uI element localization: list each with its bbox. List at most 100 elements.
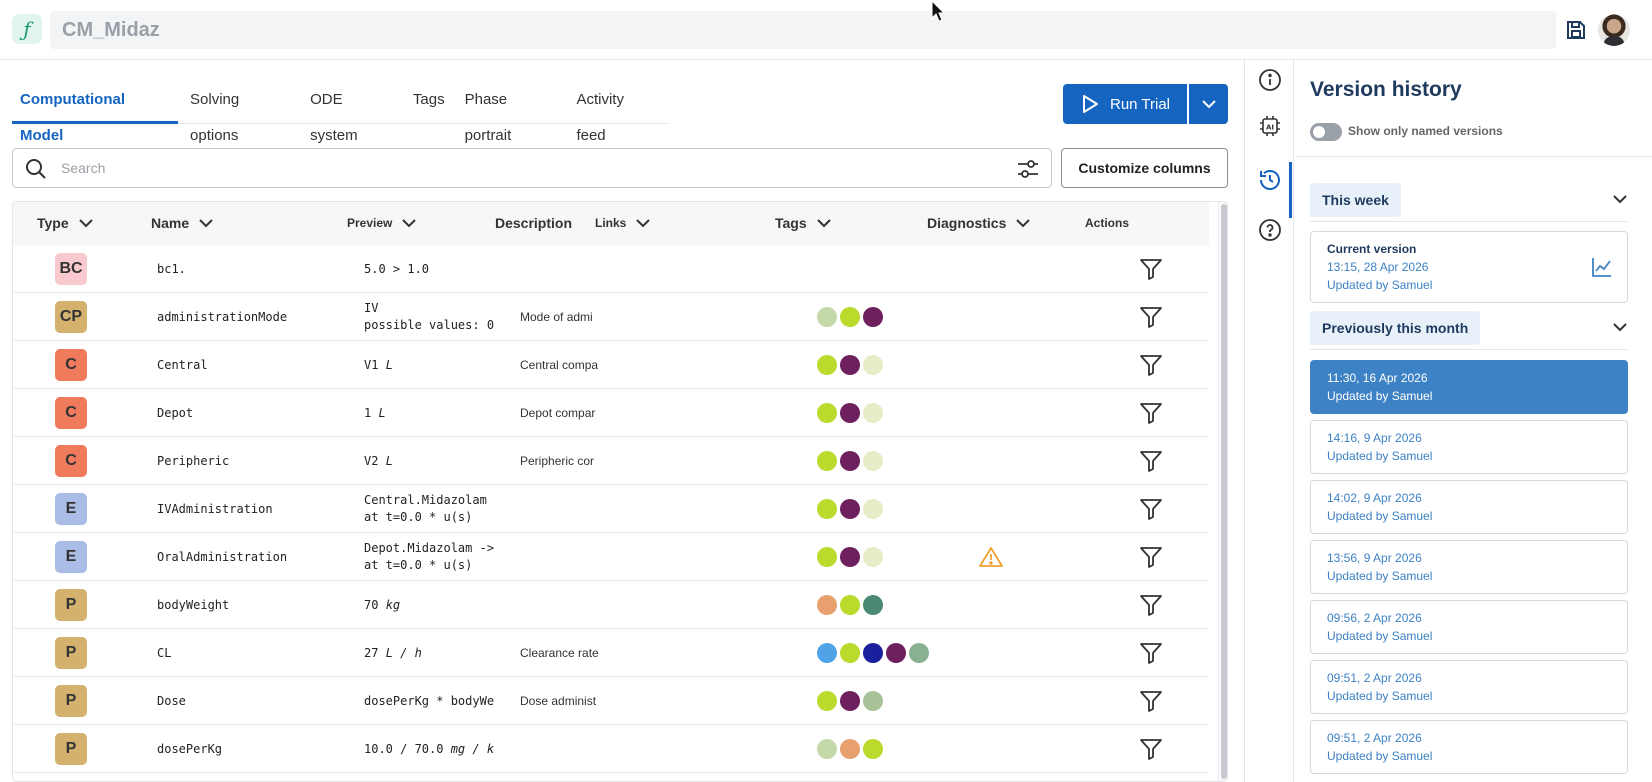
tag-dot[interactable] bbox=[817, 739, 837, 759]
tab-ode-system[interactable]: ODE system bbox=[310, 91, 358, 144]
run-options-dropdown[interactable] bbox=[1189, 84, 1228, 124]
group-this-week[interactable]: This week bbox=[1310, 183, 1628, 222]
filter-icon[interactable] bbox=[1139, 581, 1163, 629]
filter-icon[interactable] bbox=[1139, 629, 1163, 677]
filter-icon[interactable] bbox=[1139, 293, 1163, 341]
save-icon[interactable] bbox=[1564, 18, 1588, 42]
tag-dot[interactable] bbox=[840, 403, 860, 423]
column-header-links[interactable]: Links bbox=[595, 202, 651, 245]
name-cell[interactable]: Central bbox=[157, 358, 208, 372]
name-cell[interactable]: bc1. bbox=[157, 262, 186, 276]
tag-dot[interactable] bbox=[817, 451, 837, 471]
tag-dot[interactable] bbox=[840, 451, 860, 471]
tag-dot[interactable] bbox=[863, 403, 883, 423]
column-header-type[interactable]: Type bbox=[37, 202, 93, 245]
named-versions-toggle[interactable] bbox=[1310, 123, 1342, 141]
column-header-description[interactable]: Description bbox=[495, 202, 572, 245]
tag-dot[interactable] bbox=[817, 595, 837, 615]
table-row[interactable]: P CL 27 L / h Clearance rate bbox=[13, 629, 1209, 677]
filter-icon[interactable] bbox=[1139, 533, 1163, 581]
column-header-tags[interactable]: Tags bbox=[775, 202, 831, 245]
filter-icon[interactable] bbox=[1139, 437, 1163, 485]
filter-icon[interactable] bbox=[1139, 725, 1163, 773]
tag-dot[interactable] bbox=[863, 739, 883, 759]
table-row[interactable]: CP administrationMode IV possible values: 0… bbox=[13, 293, 1209, 341]
tag-dot[interactable] bbox=[840, 595, 860, 615]
tag-dot[interactable] bbox=[840, 547, 860, 567]
tag-dot[interactable] bbox=[840, 691, 860, 711]
tag-dot[interactable] bbox=[886, 643, 906, 663]
tab-solving-options[interactable]: Solving options bbox=[190, 91, 240, 144]
warning-icon[interactable] bbox=[979, 533, 1003, 581]
filter-icon[interactable] bbox=[1139, 677, 1163, 725]
table-row[interactable]: P Dose dosePerKg * bodyWe Dose administ bbox=[13, 677, 1209, 725]
version-card[interactable]: 09:51, 2 Apr 2026 Updated by Samuel bbox=[1310, 660, 1628, 714]
version-card[interactable]: 13:56, 9 Apr 2026 Updated by Samuel bbox=[1310, 540, 1628, 594]
tag-dot[interactable] bbox=[817, 403, 837, 423]
tag-dot[interactable] bbox=[863, 499, 883, 519]
tag-dot[interactable] bbox=[840, 355, 860, 375]
version-card[interactable]: 14:02, 9 Apr 2026 Updated by Samuel bbox=[1310, 480, 1628, 534]
name-cell[interactable]: OralAdministration bbox=[157, 550, 288, 564]
name-cell[interactable]: CL bbox=[157, 646, 172, 660]
tag-dot[interactable] bbox=[909, 643, 929, 663]
user-avatar[interactable] bbox=[1598, 14, 1630, 46]
tag-dot[interactable] bbox=[817, 355, 837, 375]
tag-dot[interactable] bbox=[817, 547, 837, 567]
tab-phase-portrait[interactable]: Phase portrait bbox=[464, 91, 512, 144]
group-previously-this-month[interactable]: Previously this month bbox=[1310, 311, 1628, 350]
name-cell[interactable]: Depot bbox=[157, 406, 194, 420]
name-cell[interactable]: Dose bbox=[157, 694, 186, 708]
version-card[interactable]: 09:56, 2 Apr 2026 Updated by Samuel bbox=[1310, 600, 1628, 654]
version-card[interactable]: 09:51, 2 Apr 2026 Updated by Samuel bbox=[1310, 720, 1628, 774]
tag-dot[interactable] bbox=[817, 691, 837, 711]
tag-dot[interactable] bbox=[817, 307, 837, 327]
name-cell[interactable]: Peripheric bbox=[157, 454, 230, 468]
tag-dot[interactable] bbox=[863, 595, 883, 615]
name-cell[interactable]: dosePerKg bbox=[157, 742, 223, 756]
tag-dot[interactable] bbox=[840, 499, 860, 519]
tag-dot[interactable] bbox=[817, 643, 837, 663]
current-version-card[interactable]: Current version 13:15, 28 Apr 2026 Updat… bbox=[1310, 231, 1628, 303]
table-row[interactable]: C Depot 1 L Depot compar bbox=[13, 389, 1209, 437]
ai-chip-icon[interactable]: AI bbox=[1258, 114, 1282, 138]
tag-dot[interactable] bbox=[840, 643, 860, 663]
tag-dot[interactable] bbox=[863, 547, 883, 567]
info-icon[interactable] bbox=[1258, 68, 1282, 92]
tag-dot[interactable] bbox=[863, 691, 883, 711]
filter-icon[interactable] bbox=[1139, 245, 1163, 293]
tag-dot[interactable] bbox=[863, 307, 883, 327]
search-input[interactable]: Search bbox=[12, 148, 1052, 188]
tag-dot[interactable] bbox=[817, 499, 837, 519]
tag-dot[interactable] bbox=[863, 451, 883, 471]
column-header-preview[interactable]: Preview bbox=[347, 202, 417, 245]
tab-tags[interactable]: Tags bbox=[412, 91, 445, 108]
table-scrollbar[interactable] bbox=[1218, 202, 1227, 781]
tag-dot[interactable] bbox=[840, 739, 860, 759]
version-card[interactable]: 11:30, 16 Apr 2026 Updated by Samuel bbox=[1310, 360, 1628, 414]
name-cell[interactable]: administrationMode bbox=[157, 310, 288, 324]
customize-columns-button[interactable]: Customize columns bbox=[1061, 148, 1228, 188]
filter-settings-icon[interactable] bbox=[1016, 159, 1040, 179]
line-chart-icon[interactable] bbox=[1591, 256, 1613, 278]
filter-icon[interactable] bbox=[1139, 389, 1163, 437]
column-header-name[interactable]: Name bbox=[151, 202, 213, 245]
version-card[interactable]: 14:16, 9 Apr 2026 Updated by Samuel bbox=[1310, 420, 1628, 474]
help-icon[interactable] bbox=[1258, 218, 1282, 242]
filter-icon[interactable] bbox=[1139, 485, 1163, 533]
table-row[interactable]: C Central V1 L Central compa bbox=[13, 341, 1209, 389]
column-header-diagnostics[interactable]: Diagnostics bbox=[927, 202, 1031, 245]
tab-activity-feed[interactable]: Activity feed bbox=[576, 91, 624, 144]
app-logo-icon[interactable]: ƒ bbox=[12, 14, 42, 44]
history-icon[interactable] bbox=[1258, 168, 1282, 192]
table-row[interactable]: E OralAdministration Depot.Midazolam -> at … bbox=[13, 533, 1209, 581]
tag-dot[interactable] bbox=[863, 643, 883, 663]
table-row[interactable]: E IVAdministration Central.Midazolam at t=0… bbox=[13, 485, 1209, 533]
table-row[interactable]: BC bc1. 5.0 > 1.0 bbox=[13, 245, 1209, 293]
tag-dot[interactable] bbox=[863, 355, 883, 375]
tag-dot[interactable] bbox=[840, 307, 860, 327]
name-cell[interactable]: IVAdministration bbox=[157, 502, 273, 516]
table-row[interactable]: C Peripheric V2 L Peripheric cor bbox=[13, 437, 1209, 485]
